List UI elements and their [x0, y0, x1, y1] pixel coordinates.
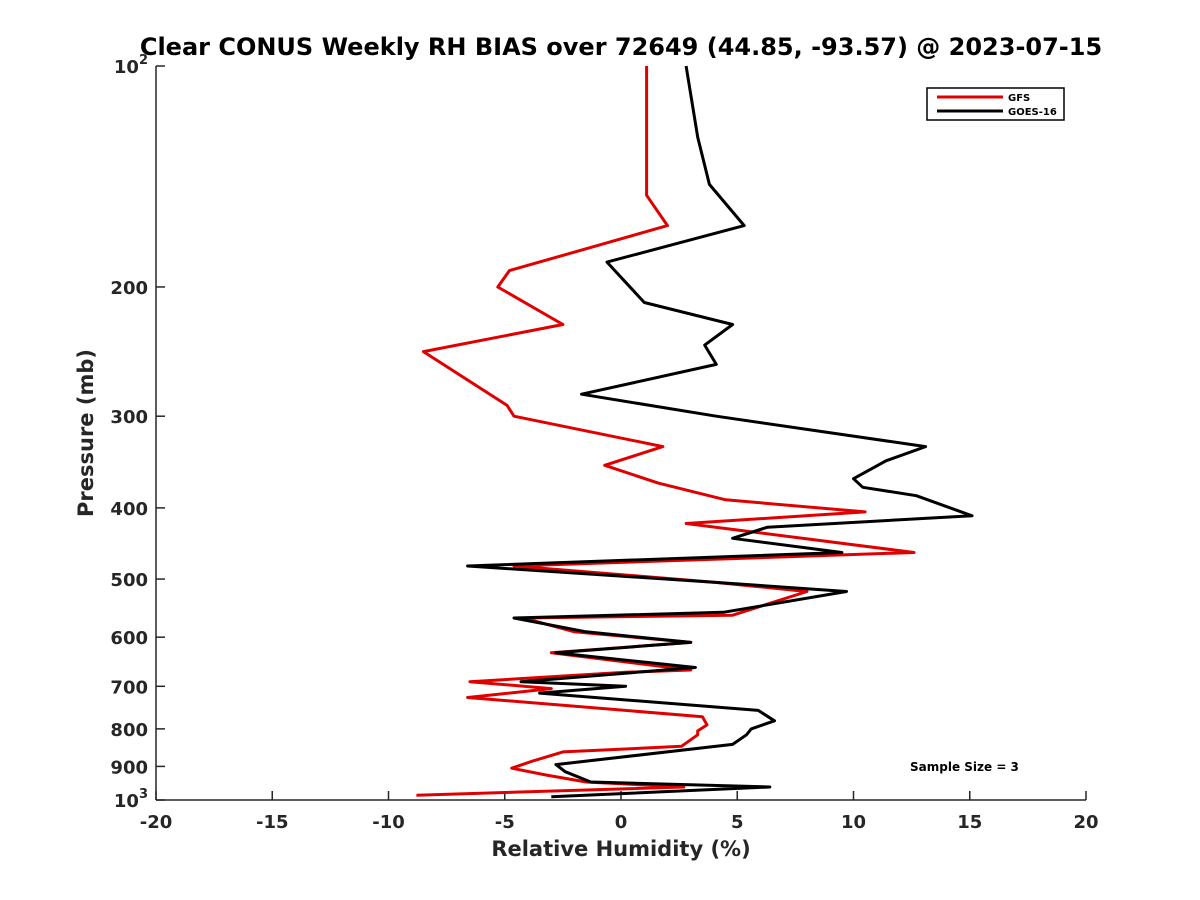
x-tick-label: -10 [372, 812, 405, 833]
x-tick-label: 10 [841, 812, 866, 833]
x-tick-label: 20 [1073, 812, 1098, 833]
y-tick-label: 400 [110, 499, 148, 520]
x-tick-label: -15 [256, 812, 289, 833]
legend-label-gfs: GFS [1008, 93, 1030, 104]
series-group [416, 65, 974, 799]
x-tick-label: 0 [615, 812, 628, 833]
y-tick-label: 200 [110, 278, 148, 299]
y-tick-label: 300 [110, 407, 148, 428]
series-line-gfs [416, 66, 916, 797]
x-tick-label: 5 [731, 812, 744, 833]
y-tick-label: 500 [110, 570, 148, 591]
y-tick-label: 103 [114, 787, 148, 812]
legend-label-goes-16: GOES-16 [1008, 107, 1057, 118]
y-tick-label: 800 [110, 720, 148, 741]
x-tick-label: -20 [140, 812, 173, 833]
y-tick-label: 700 [110, 677, 148, 698]
plot-area: -20 -15 -10 -5 0 5 10 15 20 102 200 300 400 500 600 70… [110, 53, 1098, 833]
y-tick-label: 900 [110, 757, 148, 778]
y-tick-label: 600 [110, 628, 148, 649]
plot-background [156, 66, 1086, 800]
series-line-goes-16 [466, 65, 974, 799]
legend: GFS GOES-16 [926, 87, 1065, 121]
x-tick-label: -5 [495, 812, 515, 833]
chart-title: Clear CONUS Weekly RH BIAS over 72649 (4… [140, 33, 1102, 61]
sample-size-annotation: Sample Size = 3 [910, 760, 1019, 774]
y-ticks: 102 200 300 400 500 600 700 800 900 103 [110, 53, 165, 812]
legend-box [926, 87, 1065, 121]
x-ticks: -20 -15 -10 -5 0 5 10 15 20 [140, 791, 1099, 833]
legend-entries: GFS GOES-16 [937, 93, 1057, 118]
y-axis-label: Pressure (mb) [74, 349, 98, 517]
y-tick-label: 102 [114, 53, 148, 78]
x-axis-label: Relative Humidity (%) [491, 837, 750, 861]
x-tick-label: 15 [957, 812, 982, 833]
